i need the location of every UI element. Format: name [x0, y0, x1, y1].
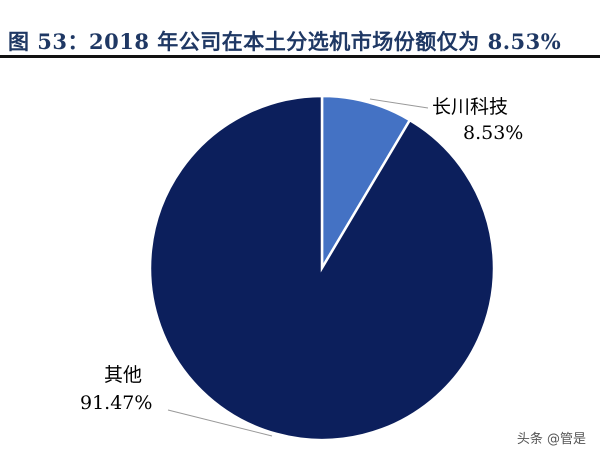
slice-label-other: 其他 [104, 364, 143, 386]
chart-title: 图 53：2018 年公司在本土分选机市场份额仅为 8.53% [8, 29, 562, 54]
pie-slice-1 [148, 94, 496, 442]
watermark: 头条 @管是 [516, 432, 586, 447]
slice-label-changchuan: 长川科技 [432, 96, 509, 118]
leader-line-0 [369, 98, 429, 109]
slice-value-other: 91.47% [80, 392, 153, 414]
leader-line-1 [167, 409, 273, 437]
title-divider [0, 55, 600, 58]
slice-value-changchuan: 8.53% [463, 122, 524, 144]
pie-slice-0 [320, 94, 412, 273]
